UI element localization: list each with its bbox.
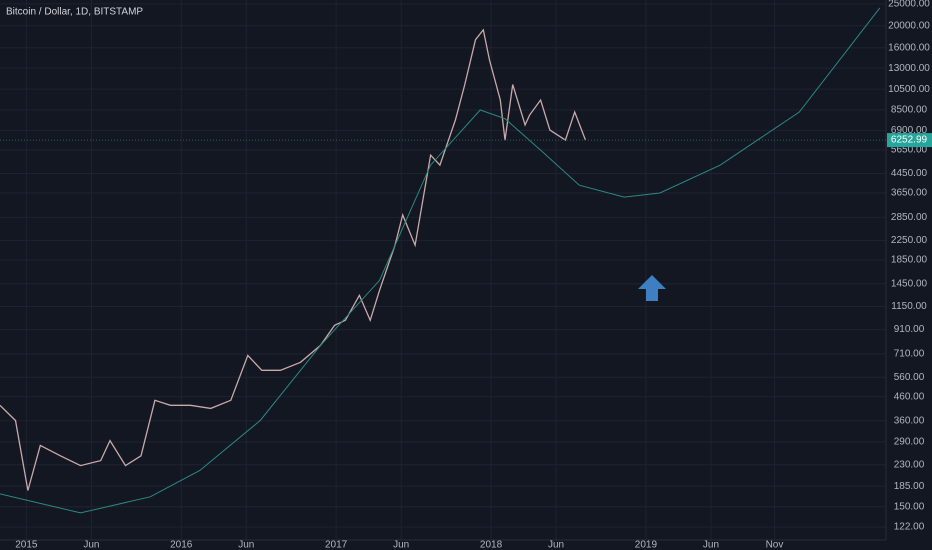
y-tick-label: 150.00	[894, 501, 925, 512]
y-tick-label: 560.00	[894, 372, 925, 383]
x-tick-label: 2019	[635, 540, 658, 550]
y-tick-label: 710.00	[894, 349, 925, 360]
y-tick-label: 2250.00	[891, 235, 928, 246]
last-price-label: 6252.99	[891, 135, 928, 146]
y-tick-label: 8500.00	[891, 105, 928, 116]
x-tick-label: 2018	[480, 540, 503, 550]
x-tick-label: Jun	[393, 540, 409, 550]
y-tick-label: 290.00	[894, 437, 925, 448]
y-tick-label: 3650.00	[891, 188, 928, 199]
x-tick-label: Nov	[766, 540, 784, 550]
x-tick-label: Jun	[238, 540, 254, 550]
plot	[0, 7, 886, 514]
arrow-annotation	[638, 275, 666, 301]
y-tick-label: 230.00	[894, 459, 925, 470]
x-tick-label: Jun	[703, 540, 719, 550]
x-tick-label: 2017	[325, 540, 348, 550]
chart-title: Bitcoin / Dollar, 1D, BITSTAMP	[6, 7, 143, 18]
y-tick-label: 460.00	[894, 391, 925, 402]
last-price-box	[887, 133, 932, 148]
y-tick-label: 20000.00	[888, 20, 930, 31]
y-tick-label: 1150.00	[891, 301, 927, 312]
y-tick-label: 16000.00	[888, 42, 930, 53]
y-tick-label: 360.00	[894, 415, 925, 426]
y-tick-label: 910.00	[894, 324, 925, 335]
x-tick-label: Jun	[548, 540, 564, 550]
y-tick-label: 6900.00	[891, 125, 928, 136]
y-tick-label: 13000.00	[888, 63, 930, 74]
y-tick-label: 25000.00	[888, 0, 930, 9]
y-tick-label: 10500.00	[888, 84, 930, 95]
series-line	[0, 28, 587, 491]
y-tick-label: 5650.00	[891, 145, 928, 156]
y-tick-label: 2850.00	[891, 212, 928, 223]
series-line	[0, 7, 881, 514]
y-tick-label: 1450.00	[891, 278, 928, 289]
y-tick-label: 185.00	[894, 481, 925, 492]
y-tick-label: 4450.00	[891, 168, 928, 179]
grid	[0, 0, 886, 540]
x-tick-label: Jun	[83, 540, 99, 550]
y-tick-label: 122.00	[894, 522, 925, 533]
x-tick-label: 2015	[15, 540, 38, 550]
y-tick-label: 1850.00	[891, 254, 928, 265]
x-tick-label: 2016	[170, 540, 193, 550]
